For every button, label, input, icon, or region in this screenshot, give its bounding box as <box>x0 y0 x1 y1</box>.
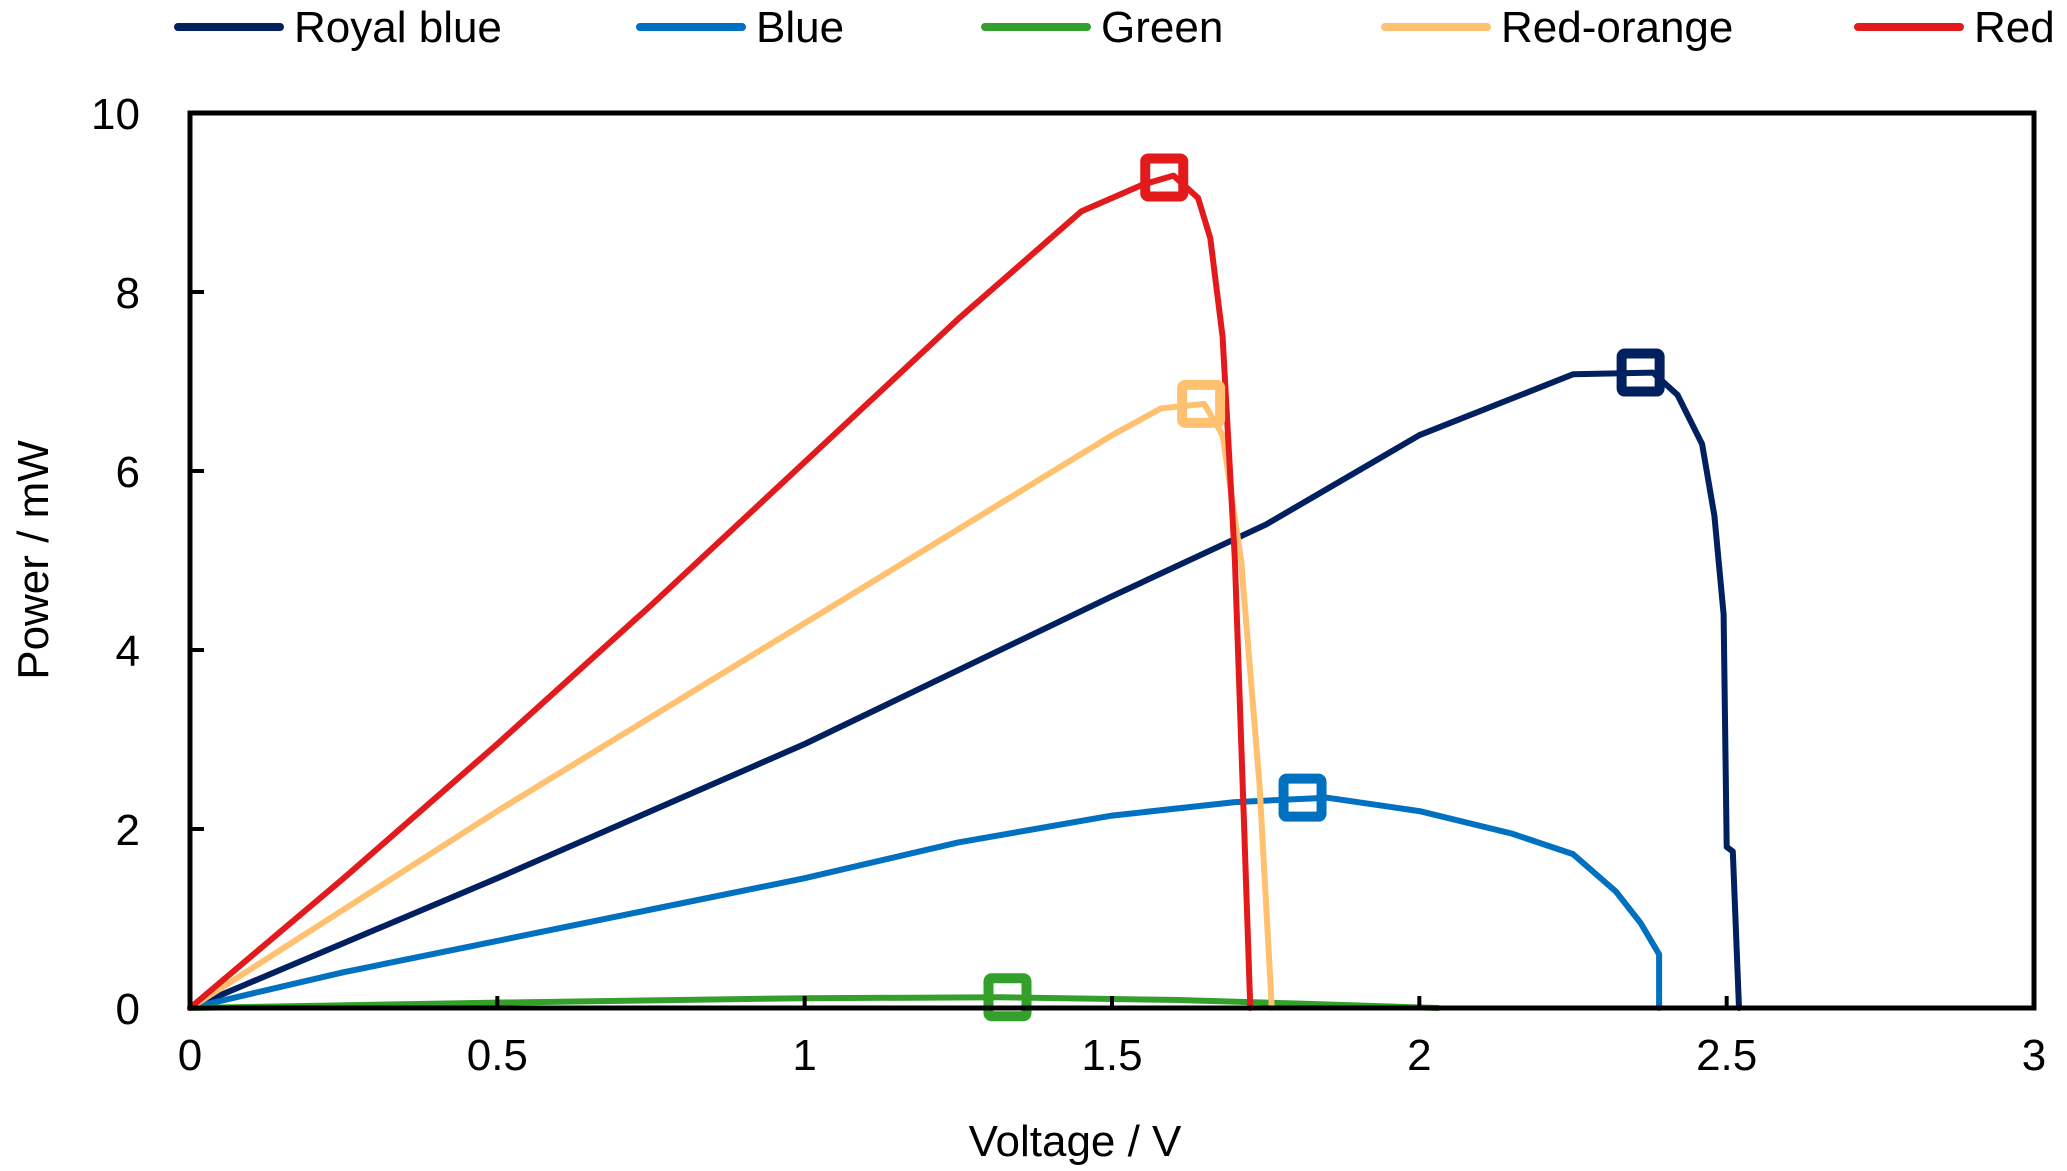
x-tick-label: 2.5 <box>1696 1031 1757 1080</box>
x-tick-label: 1 <box>792 1031 816 1080</box>
legend-label: Blue <box>756 3 844 52</box>
y-tick-label: 4 <box>116 627 140 676</box>
legend-item-red-orange: Red-orange <box>1381 3 1733 52</box>
series-line-blue <box>187 794 1663 1011</box>
x-axis-title: Voltage / V <box>969 1117 1182 1166</box>
x-tick-label: 2 <box>1407 1031 1431 1080</box>
legend-label: Red <box>1974 3 2055 52</box>
legend-item-blue: Blue <box>636 3 844 52</box>
max-power-marker-red <box>1140 153 1189 202</box>
plot-frame <box>187 110 2037 1011</box>
max-power-marker-blue <box>1278 773 1327 822</box>
legend-item-green: Green <box>981 3 1223 52</box>
legend-item-red: Red <box>1854 3 2055 52</box>
y-tick-label: 6 <box>116 448 140 497</box>
legend-label: Royal blue <box>294 3 502 52</box>
marker-layer <box>983 153 1665 1022</box>
legend-label: Red-orange <box>1501 3 1733 52</box>
series-line-royal-blue <box>187 369 1742 1011</box>
x-tick-label: 1.5 <box>1081 1031 1142 1080</box>
series-layer <box>187 172 1742 1011</box>
y-tick-label: 8 <box>116 269 140 318</box>
series-line-red <box>187 172 1254 1011</box>
y-tick-label: 0 <box>116 985 140 1034</box>
max-power-marker-green <box>983 973 1032 1022</box>
max-power-marker-royal-blue <box>1616 348 1665 397</box>
x-tick-label: 3 <box>2022 1031 2046 1080</box>
y-tick-label: 10 <box>91 90 140 139</box>
axes: 0 0.5 1 1.5 2 2.5 3 0 2 4 6 8 10 <box>91 90 2046 1080</box>
x-tick-label: 0 <box>178 1031 202 1080</box>
y-axis-title: Power / mW <box>9 440 58 680</box>
x-tick-label: 0.5 <box>467 1031 528 1080</box>
series-line-red-orange <box>187 400 1275 1011</box>
legend-item-royal-blue: Royal blue <box>174 3 502 52</box>
max-power-marker-red-orange <box>1177 379 1226 428</box>
legend: Royal blue Blue Green Red-orange Red <box>174 3 2055 52</box>
legend-label: Green <box>1101 3 1223 52</box>
y-tick-label: 2 <box>116 806 140 855</box>
